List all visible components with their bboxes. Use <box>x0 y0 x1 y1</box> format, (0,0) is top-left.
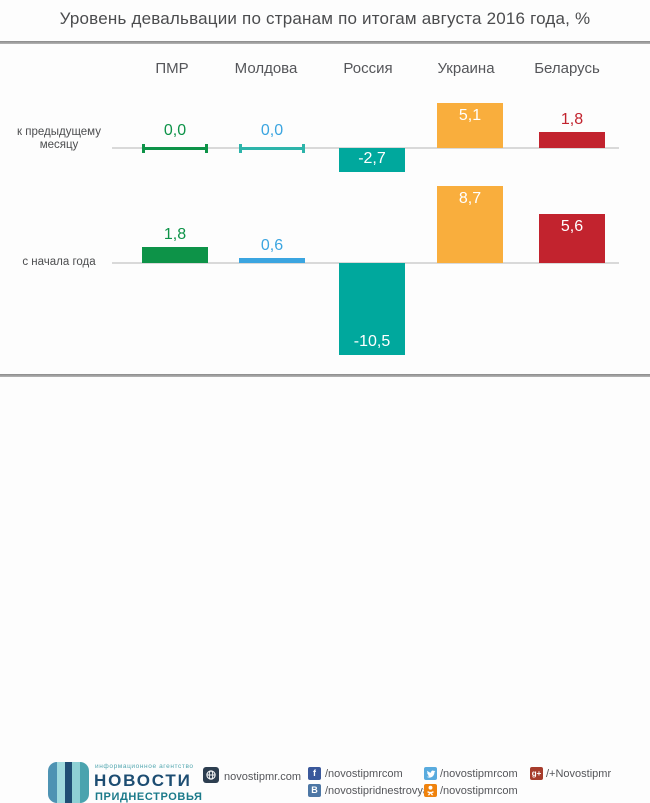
infographic: Уровень девальвации по странам по итогам… <box>0 9 650 803</box>
data-bar <box>142 247 208 263</box>
data-bar <box>437 103 503 148</box>
data-bar <box>239 258 305 263</box>
bar-value-label: 1,8 <box>560 111 584 128</box>
bar-value-label: -2,7 <box>358 150 386 167</box>
twitter-link[interactable]: /novostipmrcom <box>440 768 518 780</box>
agency-name-line2: ПРИДНЕСТРОВЬЯ <box>95 791 203 803</box>
column-header-3: Россия <box>343 60 393 77</box>
column-header-1: ПМР <box>155 60 189 77</box>
facebook-link[interactable]: /novostipmrcom <box>325 768 403 780</box>
bar-value-label: 0,0 <box>163 122 187 139</box>
data-bar <box>539 132 605 148</box>
website-link[interactable]: novostipmr.com <box>224 771 302 783</box>
column-header-4: Украина <box>437 60 495 77</box>
globe-icon <box>203 767 219 783</box>
zero-value-bar <box>142 144 208 153</box>
row-label: к предыдущему месяцу <box>17 126 101 151</box>
googleplus-icon[interactable]: g+ <box>530 767 543 780</box>
googleplus-link[interactable]: /+Novostipmr <box>546 768 612 780</box>
bar-value-label: 1,8 <box>163 226 187 243</box>
odnoklassniki-icon[interactable] <box>424 784 437 797</box>
chart-title: Уровень девальвации по странам по итогам… <box>59 9 591 28</box>
agency-logo-icon <box>48 762 89 803</box>
footer-divider <box>0 374 650 377</box>
odnoklassniki-link[interactable]: /novostipmrcom <box>440 785 518 797</box>
bar-value-label: 0,0 <box>260 122 284 139</box>
zero-value-bar <box>239 144 305 153</box>
top-divider <box>0 41 650 44</box>
agency-tagline: информационное агентство <box>95 763 194 770</box>
bar-value-label: 0,6 <box>260 237 284 254</box>
facebook-icon[interactable]: f <box>308 767 321 780</box>
data-bar <box>539 214 605 263</box>
agency-name: НОВОСТИ <box>94 771 192 790</box>
bar-value-label: 5,6 <box>560 218 584 235</box>
bar-value-label: 5,1 <box>458 107 482 124</box>
bar-value-label: 8,7 <box>458 190 482 207</box>
column-header-5: Беларусь <box>534 60 600 77</box>
data-bar <box>339 148 405 172</box>
column-header-2: Молдова <box>234 60 298 77</box>
row-label: с начала года <box>22 256 96 268</box>
bar-value-label: -10,5 <box>353 333 391 350</box>
data-bar <box>437 186 503 263</box>
twitter-icon[interactable] <box>424 767 437 780</box>
footer: информационное агентство НОВОСТИ ПРИДНЕС… <box>0 377 650 803</box>
vk-link[interactable]: /novostipridnestrovya <box>325 785 429 797</box>
vk-icon[interactable]: В <box>308 784 321 797</box>
data-bar <box>339 263 405 355</box>
